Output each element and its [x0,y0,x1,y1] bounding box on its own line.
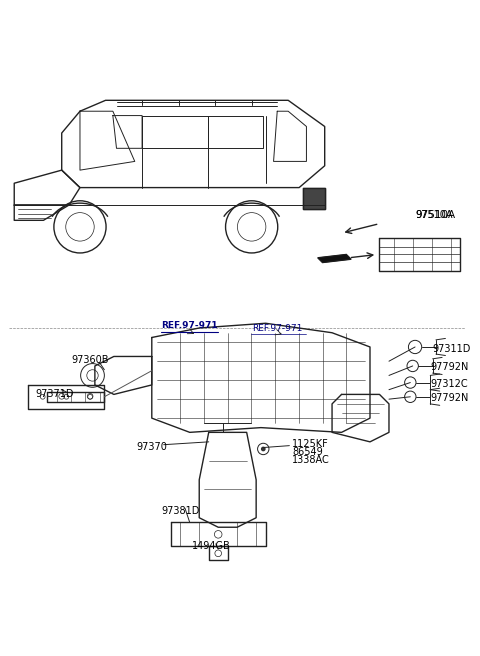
Text: 97311D: 97311D [432,344,471,354]
Text: 86549: 86549 [292,447,323,457]
Text: 97381D: 97381D [161,506,200,516]
Text: 97312C: 97312C [431,379,468,388]
Text: 97510A: 97510A [415,210,455,220]
Text: 97360B: 97360B [72,356,109,365]
Circle shape [261,447,265,451]
Text: REF.97-971: REF.97-971 [161,321,218,331]
Text: 97371D: 97371D [36,390,74,400]
Polygon shape [318,255,351,262]
Text: 1125KF: 1125KF [292,440,329,449]
Polygon shape [303,188,324,209]
Text: REF.97-971: REF.97-971 [252,324,303,333]
Text: 1494GB: 1494GB [192,541,230,551]
Text: 97792N: 97792N [431,393,469,403]
Text: 1338AC: 1338AC [292,455,330,465]
Text: 97510A: 97510A [415,210,453,220]
Text: 97370: 97370 [136,441,167,451]
Text: 97792N: 97792N [431,362,469,372]
